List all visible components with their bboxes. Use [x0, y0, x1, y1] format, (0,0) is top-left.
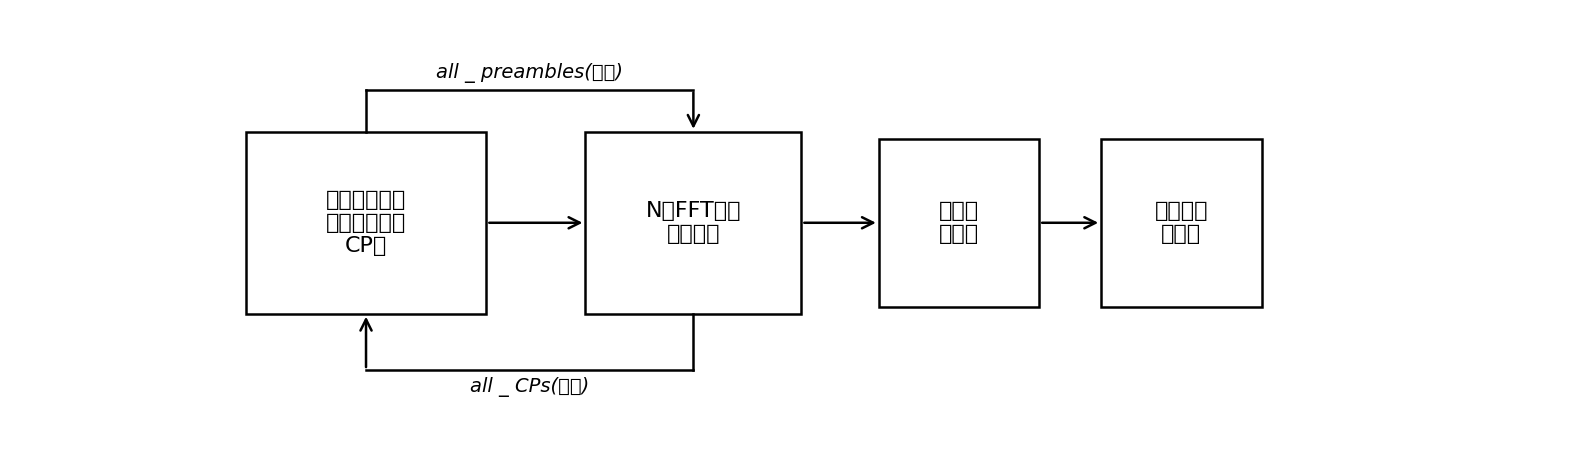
Text: all _ CPs(分别): all _ CPs(分别) [470, 377, 590, 397]
Text: 相加联
合判决: 相加联 合判决 [939, 201, 979, 244]
Text: 输出频偏
估计值: 输出频偏 估计值 [1154, 201, 1208, 244]
Bar [878, 139, 1039, 307]
Text: all _ preambles(分别): all _ preambles(分别) [437, 63, 623, 83]
Text: 采样序列缓冲
（导频和所有
CP）: 采样序列缓冲 （导频和所有 CP） [325, 190, 406, 256]
Bar [245, 131, 486, 314]
Bar [585, 131, 802, 314]
Bar [1101, 139, 1261, 307]
Text: N点FFT并能
量归一化: N点FFT并能 量归一化 [646, 201, 741, 244]
